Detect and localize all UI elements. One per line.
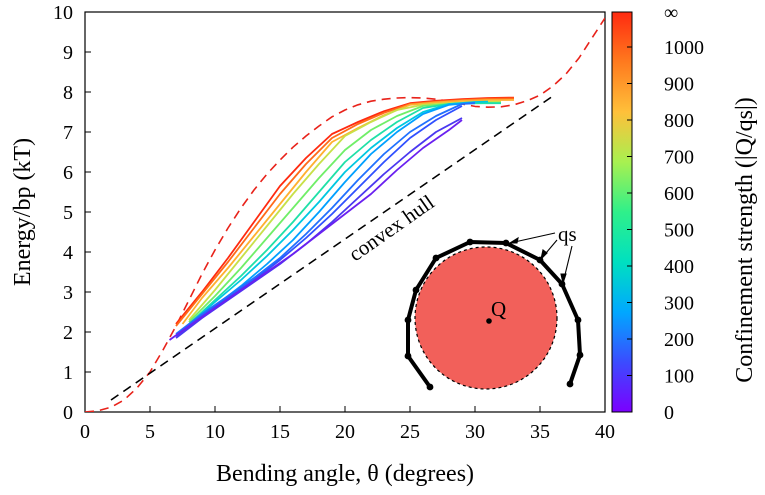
x-tick-label: 10	[205, 421, 225, 443]
y-tick-label: 0	[63, 402, 73, 424]
colorbar-tick-label: 600	[664, 183, 694, 205]
colorbar-tick-label: 0	[664, 402, 674, 424]
inset-chain-beads	[404, 238, 584, 391]
inset-illustration: Q qs	[404, 222, 584, 391]
x-tick-label: 35	[530, 421, 550, 443]
colorbar-tick-label: 200	[664, 329, 694, 351]
chain-bead	[432, 254, 440, 262]
y-tick-label: 6	[63, 162, 73, 184]
colorbar-tick-label: 400	[664, 256, 694, 278]
x-tick-label: 15	[270, 421, 290, 443]
inset-qs-label: qs	[558, 222, 577, 246]
x-axis-ticks: 0 5 10 15 20 25 30 35 40	[80, 406, 615, 443]
chain-bead	[576, 351, 584, 359]
y-tick-label: 1	[63, 362, 73, 384]
y-tick-label: 3	[63, 282, 73, 304]
y-tick-label: 10	[53, 2, 73, 24]
chain-bead	[502, 239, 510, 247]
qs-arrowhead-2	[540, 249, 548, 261]
chain-bead	[412, 286, 420, 294]
colorbar-tick-label: 900	[664, 74, 694, 96]
chain-bead	[574, 316, 582, 324]
y-axis-title: Energy/bp (kT)	[10, 138, 36, 286]
colorbar-tick-label: 100	[664, 366, 694, 388]
x-tick-label: 30	[465, 421, 485, 443]
x-axis-title: Bending angle, θ (degrees)	[216, 461, 474, 487]
qs-arrowhead-3	[560, 273, 567, 286]
y-tick-label: 8	[63, 82, 73, 104]
inset-qs-arrows	[508, 232, 573, 286]
inset-charge-dot	[486, 318, 492, 324]
colorbar-tick-label: ∞	[664, 2, 678, 24]
colorbar: 0 100 200 300 400 500 600 700 800 900 1000 ∞ Confin…	[611, 2, 758, 424]
colorbar-tick-label: 1000	[664, 37, 704, 59]
colorbar-label: Confinement strength (|Q/qs|)	[732, 97, 758, 383]
colorbar-gradient	[611, 11, 633, 413]
y-tick-label: 7	[63, 122, 73, 144]
colorbar-tick-label: 500	[664, 220, 694, 242]
colorbar-ticks: 0 100 200 300 400 500 600 700 800 900 1000 ∞	[627, 2, 704, 424]
chain-bead	[558, 280, 566, 288]
chain-bead	[426, 383, 434, 391]
colorbar-tick-label: 700	[664, 147, 694, 169]
inset-charge-label: Q	[491, 297, 506, 321]
series-line	[168, 119, 463, 341]
series-line	[85, 17, 605, 412]
inset-chain	[406, 240, 582, 389]
x-tick-label: 0	[80, 421, 90, 443]
chain-bead	[466, 238, 474, 246]
inset-charge-circle	[414, 246, 558, 390]
y-tick-label: 5	[63, 202, 73, 224]
chain-bead	[404, 316, 412, 324]
x-tick-label: 20	[335, 421, 355, 443]
x-tick-label: 40	[595, 421, 615, 443]
series-line	[175, 102, 476, 335]
convex-hull-label: convex hull	[344, 190, 439, 266]
colorbar-tick-label: 800	[664, 110, 694, 132]
qs-arrowhead-1	[508, 236, 519, 244]
y-tick-label: 4	[63, 242, 73, 264]
y-tick-label: 2	[63, 322, 73, 344]
chain-bead	[404, 352, 412, 360]
y-tick-label: 9	[63, 42, 73, 64]
x-tick-label: 25	[400, 421, 420, 443]
chain-bead	[566, 380, 574, 388]
x-tick-label: 5	[145, 421, 155, 443]
colorbar-tick-label: 300	[664, 293, 694, 315]
series-layer	[85, 17, 605, 412]
